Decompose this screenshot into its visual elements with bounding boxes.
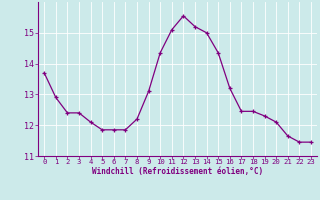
X-axis label: Windchill (Refroidissement éolien,°C): Windchill (Refroidissement éolien,°C): [92, 167, 263, 176]
